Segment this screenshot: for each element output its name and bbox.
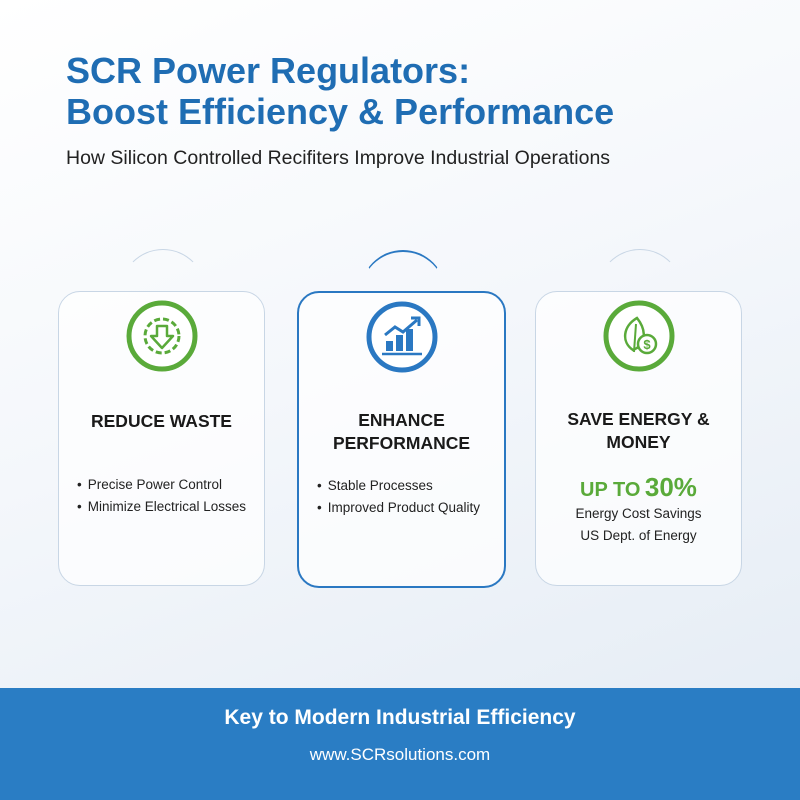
note: US Dept. of Energy: [580, 528, 697, 543]
card: REDUCE WASTE Precise Power Control Minim…: [58, 249, 265, 586]
card-tab: [119, 249, 206, 335]
tagline: Key to Modern Industrial Efficiency: [224, 706, 576, 729]
title: Boost Efficiency & Performance: [66, 91, 615, 132]
card: ENHANCE PERFORMANCE Stable Processes Imp…: [297, 250, 506, 588]
card: $ SAVE ENERGY & MONEY UP TO 30% Energy C…: [535, 249, 742, 586]
title: SCR Power Regulators:: [66, 50, 471, 91]
stat-prefix: UP TO: [580, 479, 641, 501]
url: www.SCRsolutions.com: [309, 745, 491, 764]
card-tab: [359, 250, 446, 337]
stat: UP TO 30%: [536, 472, 741, 503]
card-title: SAVE ENERGY & MONEY: [567, 409, 710, 452]
subtitle: How Silicon Controlled Recifiters Improv…: [66, 147, 611, 169]
svg-text:$: $: [643, 337, 651, 352]
bullet: Precise Power Control: [77, 477, 222, 492]
card-tab: [596, 249, 683, 335]
bullet: Improved Product Quality: [317, 500, 480, 515]
card-title: ENHANCE PERFORMANCE: [332, 410, 471, 453]
bullet: Minimize Electrical Losses: [77, 499, 246, 514]
bullet: Stable Processes: [317, 478, 433, 493]
icon: $: [603, 300, 674, 372]
icon: [126, 300, 197, 372]
icon: [366, 301, 437, 373]
footer: Key to Modern Industrial Efficiency www.…: [0, 688, 800, 800]
card-title: REDUCE WASTE: [91, 411, 232, 431]
note: Energy Cost Savings: [575, 506, 702, 521]
stat-value: 30%: [644, 472, 697, 502]
